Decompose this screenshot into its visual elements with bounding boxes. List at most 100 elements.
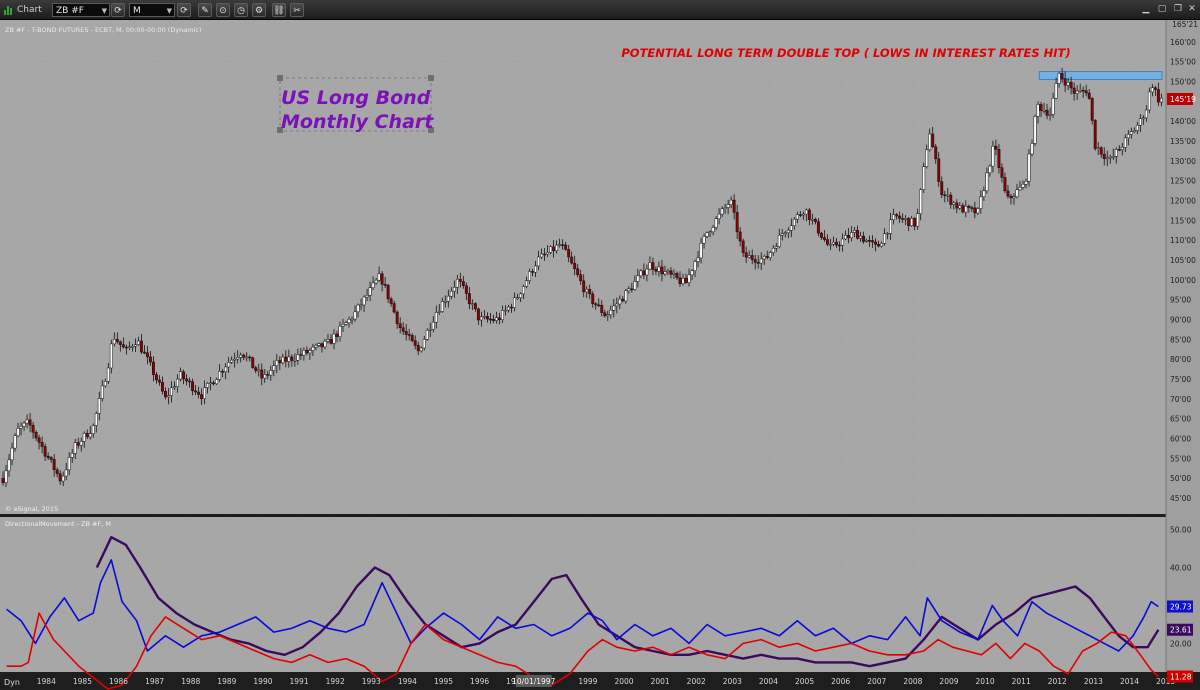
candle-body bbox=[898, 215, 902, 219]
price-tick-label: 105'00 bbox=[1170, 256, 1196, 265]
candle-body bbox=[100, 385, 104, 399]
candle-body bbox=[344, 322, 348, 325]
candle-body bbox=[853, 230, 856, 233]
candle-body bbox=[383, 284, 387, 286]
candle-body bbox=[1093, 120, 1097, 149]
candle-body bbox=[1069, 81, 1073, 89]
candle-body bbox=[678, 277, 682, 284]
maximize-icon[interactable]: ▢ bbox=[1157, 4, 1167, 14]
candle-body bbox=[233, 358, 237, 361]
candle-body bbox=[859, 235, 862, 239]
candle-body bbox=[534, 265, 538, 273]
candle-body bbox=[305, 349, 309, 354]
price-tick-label: 160'00 bbox=[1170, 38, 1196, 47]
candle-body bbox=[1096, 147, 1100, 149]
restore-icon[interactable]: ❐ bbox=[1173, 4, 1183, 14]
candle-body bbox=[1150, 87, 1154, 93]
candle-body bbox=[801, 213, 805, 216]
time-tick-label: 1993 bbox=[362, 677, 381, 686]
candle-body bbox=[182, 371, 185, 380]
candle-body bbox=[714, 218, 718, 228]
candle-body bbox=[335, 333, 339, 337]
candle-body bbox=[943, 194, 947, 196]
cursor-date-box bbox=[515, 675, 552, 687]
time-tick-label: 2011 bbox=[1012, 677, 1031, 686]
candle-body bbox=[645, 268, 649, 276]
candle-body bbox=[133, 344, 137, 347]
chevron-down-icon[interactable]: ▼ bbox=[101, 7, 107, 15]
minimize-icon[interactable]: ▁ bbox=[1142, 4, 1150, 14]
candle-body bbox=[239, 354, 243, 358]
interval-field[interactable]: M ▼ bbox=[129, 3, 175, 17]
candle-body bbox=[115, 338, 119, 343]
pane-divider[interactable] bbox=[0, 514, 1200, 517]
close-icon[interactable]: ✕ bbox=[1188, 4, 1196, 14]
candle-body bbox=[28, 419, 32, 426]
candle-body bbox=[124, 346, 128, 349]
attach-icon[interactable]: ✂ bbox=[290, 3, 304, 17]
price-tick-label: 60'00 bbox=[1170, 435, 1191, 444]
candle-body bbox=[850, 232, 853, 239]
candle-body bbox=[85, 433, 89, 438]
candle-body bbox=[263, 374, 267, 379]
candle-body bbox=[145, 352, 149, 358]
candle-body bbox=[320, 343, 324, 348]
dyn-label[interactable]: Dyn bbox=[4, 678, 20, 687]
tools-icon[interactable]: ⚙ bbox=[252, 3, 266, 17]
candle-body bbox=[302, 349, 306, 356]
candle-body bbox=[720, 208, 724, 215]
indicator-tick-labels: 50.00 40.00 20.00 bbox=[1170, 526, 1192, 649]
candle-body bbox=[856, 230, 859, 239]
symbol-link-icon[interactable]: ⟳ bbox=[111, 3, 125, 17]
candle-body bbox=[347, 318, 351, 323]
price-axis[interactable] bbox=[1166, 20, 1200, 672]
candle-body bbox=[476, 308, 480, 321]
candle-body bbox=[97, 398, 101, 414]
candle-body bbox=[871, 240, 875, 243]
candle-body bbox=[1078, 89, 1082, 92]
candle-body bbox=[341, 324, 345, 327]
candle-body bbox=[37, 437, 41, 443]
interval-link-icon[interactable]: ⟳ bbox=[177, 3, 191, 17]
candle-body bbox=[1063, 78, 1067, 86]
symbol-field[interactable]: ZB #F ▼ bbox=[52, 3, 110, 17]
candle-body bbox=[79, 441, 83, 446]
time-tick-label: 1990 bbox=[253, 677, 272, 686]
candle-body bbox=[245, 356, 249, 359]
candle-body bbox=[771, 247, 775, 253]
chevron-down-icon[interactable]: ▼ bbox=[166, 7, 172, 15]
candle-body bbox=[783, 232, 787, 235]
price-tick-label: 110'00 bbox=[1170, 236, 1196, 245]
candle-body bbox=[1, 477, 5, 483]
candle-body bbox=[531, 271, 535, 273]
time-tick-label: 2000 bbox=[614, 677, 633, 686]
link-icon[interactable]: ⛓ bbox=[272, 3, 286, 17]
candle-body bbox=[1147, 91, 1151, 111]
candle-body bbox=[618, 298, 622, 305]
candle-body bbox=[1153, 87, 1157, 90]
candle-body bbox=[386, 284, 390, 300]
candle-body bbox=[293, 360, 297, 362]
candle-body bbox=[167, 395, 170, 398]
candle-body bbox=[221, 371, 225, 373]
candle-body bbox=[308, 350, 312, 354]
title-annotation[interactable]: US Long Bond Monthly Chart bbox=[277, 75, 437, 133]
candle-body bbox=[374, 279, 378, 284]
time-tick-label: 2013 bbox=[1084, 677, 1103, 686]
price-tick-label: 155'00 bbox=[1170, 58, 1196, 67]
candle-body bbox=[130, 346, 134, 348]
draw-pencil-icon[interactable]: ✎ bbox=[198, 3, 212, 17]
clock-icon[interactable]: ◷ bbox=[234, 3, 248, 17]
time-axis[interactable] bbox=[0, 672, 1200, 690]
resistance-zone[interactable] bbox=[1038, 71, 1163, 80]
candle-body bbox=[522, 286, 525, 295]
candle-body bbox=[215, 379, 219, 385]
price-tick-label: 70'00 bbox=[1170, 395, 1191, 404]
candle-body bbox=[392, 303, 396, 313]
last-price-tag: 145'19 bbox=[1167, 92, 1196, 105]
cursor-icon[interactable]: ⊙ bbox=[216, 3, 230, 17]
candle-body bbox=[756, 262, 760, 264]
candle-body bbox=[822, 237, 826, 240]
candle-body bbox=[326, 339, 330, 342]
candle-body bbox=[1060, 73, 1064, 79]
